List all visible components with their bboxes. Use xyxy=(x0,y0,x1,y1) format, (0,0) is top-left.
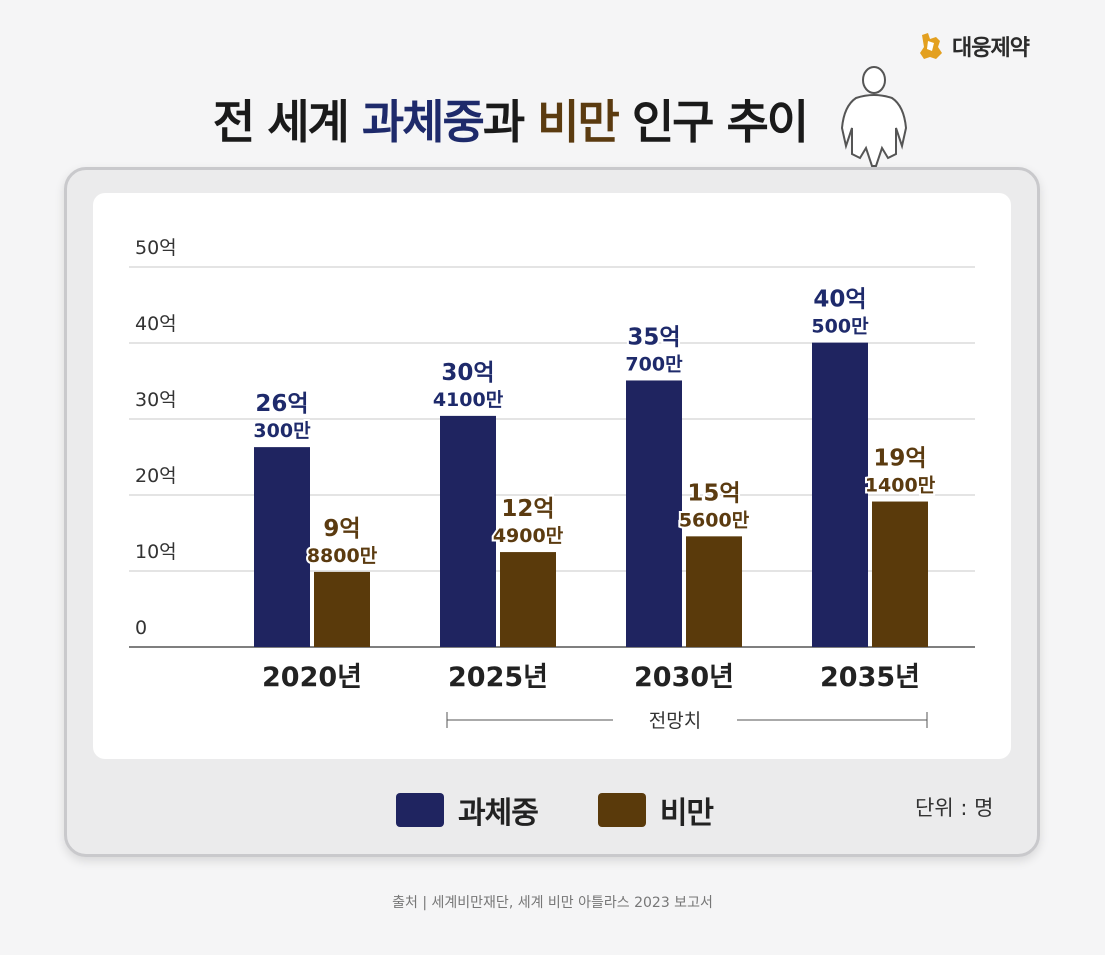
bar-value-label-secondary: 4100만 xyxy=(433,389,504,411)
bar-overweight xyxy=(254,447,310,647)
legend-item-overweight: 과체중 xyxy=(396,788,539,832)
page-title: 전 세계 과체중과 비만 인구 추이 xyxy=(0,86,1020,152)
bar-overweight xyxy=(812,342,868,647)
bar-value-label-primary: 19억 xyxy=(873,446,926,472)
projection-label: 전망치 xyxy=(649,710,701,732)
bar-value-label-primary: 15억 xyxy=(687,480,740,506)
bar-obese xyxy=(872,501,928,647)
legend-label-overweight: 과체중 xyxy=(458,796,539,831)
y-tick-label: 30억 xyxy=(135,389,177,411)
title-prefix: 전 세계 xyxy=(212,95,362,149)
legend-item-obese: 비만 xyxy=(597,788,714,832)
title-highlight-overweight: 과체중 xyxy=(361,95,485,149)
bar-obese xyxy=(686,536,742,647)
x-tick-label: 2035년 xyxy=(820,662,920,693)
legend-swatch-obese xyxy=(597,793,646,827)
x-tick-label: 2025년 xyxy=(448,662,548,693)
bar-value-label-primary: 9억 xyxy=(323,516,360,542)
brand-name: 대웅제약 xyxy=(952,36,1030,61)
bar-value-label-secondary: 5600만 xyxy=(679,509,750,531)
legend-swatch-overweight xyxy=(396,793,444,827)
title-highlight-obese: 비만 xyxy=(537,95,620,149)
bar-value-label-secondary: 4900만 xyxy=(493,525,564,547)
unit-label: 단위 : 명 xyxy=(915,796,994,820)
brand-mark-icon xyxy=(920,33,942,59)
source-note: 출처 | 세계비만재단, 세계 비만 아틀라스 2023 보고서 xyxy=(392,895,713,911)
y-tick-label: 50억 xyxy=(135,237,177,259)
bar-value-label-secondary: 700만 xyxy=(625,353,683,375)
y-tick-label: 0 xyxy=(135,617,147,639)
bar-value-label-secondary: 500만 xyxy=(811,316,869,338)
bar-overweight xyxy=(626,380,682,647)
bar-value-label-primary: 40억 xyxy=(813,287,866,313)
title-mid: 과 xyxy=(482,95,538,149)
bar-overweight xyxy=(440,415,496,647)
chart-panel: 0 10억 20억 30억 40억 50억 26억 300만 9억 8800만 2020년 30억 41… xyxy=(93,193,1011,759)
chart-svg: 0 10억 20억 30억 40억 50억 26억 300만 9억 8800만 2020년 30억 41… xyxy=(129,237,975,732)
bar-value-label-secondary: 8800만 xyxy=(307,545,378,567)
y-tick-label: 10억 xyxy=(135,541,177,563)
legend-label-obese: 비만 xyxy=(659,796,714,831)
y-tick-label: 20억 xyxy=(135,465,177,487)
legend: 과체중 비만 xyxy=(396,788,714,832)
title-suffix: 인구 추이 xyxy=(617,95,809,149)
bar-value-label-secondary: 300만 xyxy=(253,420,311,442)
bar-obese xyxy=(500,552,556,647)
bar-value-label-primary: 35억 xyxy=(627,324,680,350)
bar-value-label-primary: 26억 xyxy=(255,391,308,417)
person-outline-icon xyxy=(840,66,908,167)
bar-value-label-primary: 12억 xyxy=(501,496,554,522)
brand-logo: 대웅제약 xyxy=(918,30,1030,62)
bar-obese xyxy=(314,571,370,647)
y-tick-label: 40억 xyxy=(135,313,177,335)
bar-value-label-secondary: 1400만 xyxy=(865,475,936,497)
bar-value-label-primary: 30억 xyxy=(441,360,494,386)
x-tick-label: 2030년 xyxy=(634,662,734,693)
x-tick-label: 2020년 xyxy=(262,662,362,693)
